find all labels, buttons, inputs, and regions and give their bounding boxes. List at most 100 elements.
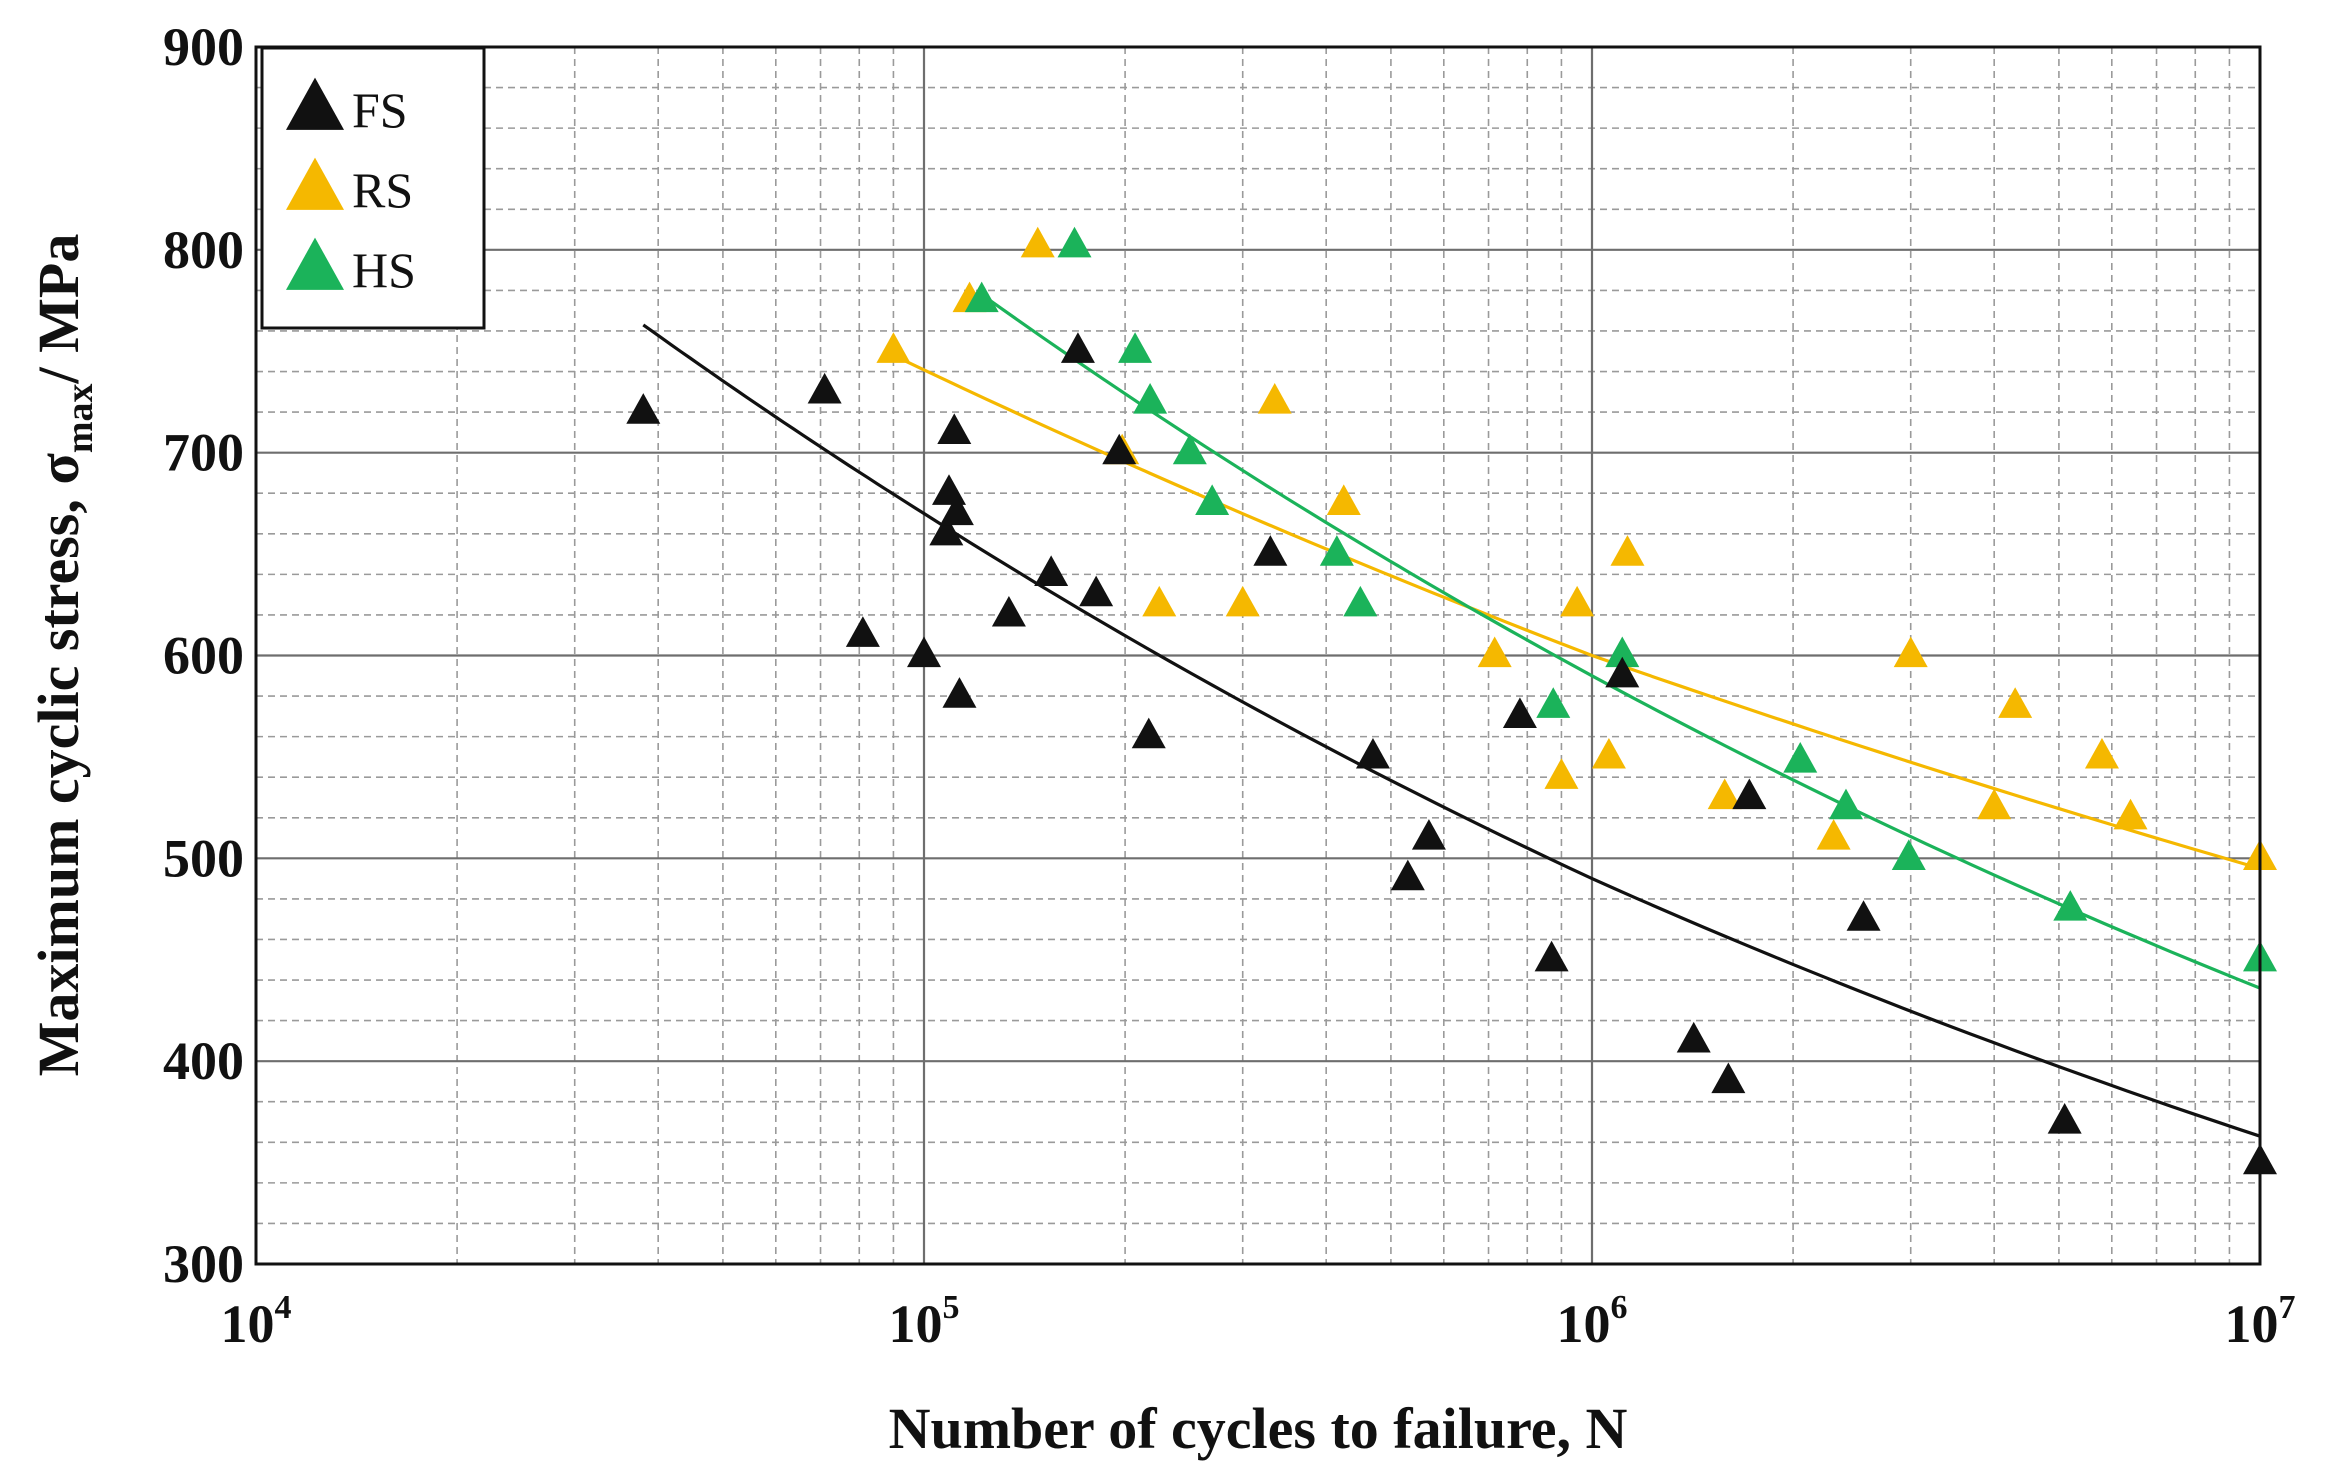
data-point-rs — [1591, 737, 1626, 769]
legend-label-rs: RS — [352, 162, 413, 218]
data-point-rs — [1257, 382, 1292, 414]
legend: FS RS HS — [260, 46, 486, 330]
data-point-hs — [1891, 839, 1926, 870]
data-point-fs — [907, 636, 941, 668]
x-tick-label: 106 — [1557, 1289, 1628, 1354]
data-point-fs — [939, 494, 974, 526]
data-point-hs — [1172, 433, 1207, 465]
y-tick-label: 700 — [163, 423, 244, 483]
data-point-rs — [1998, 687, 2033, 718]
data-point-hs — [2053, 890, 2088, 921]
x-tick-base: 10 — [1557, 1294, 1611, 1354]
data-point-rs — [1977, 788, 2012, 820]
y-tick-label: 500 — [163, 828, 244, 888]
legend-marker-rs — [286, 157, 344, 210]
data-point-rs — [2113, 798, 2148, 830]
y-tick-labels: 300 400 500 600 700 800 900 — [163, 17, 244, 1294]
data-point-hs — [1195, 484, 1230, 516]
y-tick-label: 800 — [163, 220, 244, 280]
legend-entries: FS RS HS — [286, 77, 416, 298]
data-point-fs — [845, 616, 880, 647]
data-point-fs — [1534, 940, 1569, 972]
data-point-fs — [2047, 1103, 2082, 1134]
x-axis-title: Number of cycles to failure, N — [889, 1396, 1628, 1461]
data-point-fs — [1732, 778, 1767, 810]
data-point-hs — [964, 281, 999, 313]
data-point-rs — [1225, 585, 1260, 617]
data-point-fs — [1079, 575, 1114, 607]
data-point-fs — [932, 474, 967, 505]
data-points — [626, 226, 2277, 1175]
x-tick-exponent: 4 — [275, 1289, 292, 1326]
data-point-rs — [1477, 636, 1512, 668]
x-tick-base: 10 — [221, 1294, 275, 1354]
data-point-fs — [1253, 535, 1288, 566]
plot-frame — [254, 45, 2262, 1266]
data-point-fs — [1676, 1021, 1711, 1053]
data-point-fs — [942, 677, 977, 708]
x-tick-exponent: 5 — [943, 1289, 960, 1326]
data-point-fs — [1502, 697, 1537, 728]
data-point-rs — [1544, 758, 1579, 789]
x-tick-base: 10 — [2225, 1294, 2279, 1354]
data-point-hs — [1319, 535, 1354, 566]
data-point-fs — [1411, 819, 1446, 850]
data-point-fs — [626, 393, 661, 424]
data-point-hs — [1605, 636, 1640, 668]
data-point-fs — [929, 514, 964, 546]
legend-label-hs: HS — [352, 242, 416, 298]
y-tick-label: 400 — [163, 1031, 244, 1091]
data-point-fs — [1060, 332, 1095, 363]
data-point-fs — [1355, 737, 1390, 769]
data-point-rs — [1893, 636, 1928, 668]
data-point-rs — [1326, 484, 1361, 516]
data-point-fs — [807, 372, 842, 404]
data-point-rs — [2084, 737, 2119, 769]
data-point-hs — [1783, 742, 1818, 773]
y-axis-title-prefix: Maximum cyclic stress, σ — [26, 453, 91, 1077]
y-tick-label: 300 — [163, 1234, 244, 1294]
x-tick-exponent: 7 — [2279, 1289, 2296, 1326]
y-axis-title-suffix: / MPa — [26, 234, 91, 385]
data-point-hs — [1828, 788, 1863, 820]
data-point-fs — [1846, 900, 1881, 931]
data-point-hs — [1118, 332, 1153, 363]
data-point-fs — [1131, 717, 1166, 749]
y-axis-title: Maximum cyclic stress, σmax/ MPa — [26, 234, 101, 1077]
data-point-fs — [937, 413, 972, 445]
data-point-fs — [1605, 656, 1640, 688]
x-tick-exponent: 6 — [1611, 1289, 1628, 1326]
x-tick-label: 107 — [2225, 1289, 2296, 1354]
data-point-rs — [876, 332, 911, 363]
x-tick-label: 104 — [221, 1289, 292, 1354]
data-point-rs — [1020, 226, 1055, 258]
y-axis-title-subscript: max — [59, 383, 101, 453]
fit-curve-fs — [642, 323, 2261, 1138]
data-point-fs — [1102, 433, 1137, 465]
x-tick-base: 10 — [889, 1294, 943, 1354]
data-point-fs — [991, 595, 1026, 627]
legend-marker-fs — [286, 77, 344, 130]
data-point-rs — [1816, 819, 1851, 850]
data-point-fs — [1390, 859, 1425, 891]
legend-marker-hs — [286, 237, 344, 290]
legend-label-fs: FS — [352, 82, 408, 138]
major-gridlines — [254, 45, 2262, 1266]
data-point-rs — [1560, 585, 1595, 617]
data-point-hs — [1133, 382, 1168, 414]
data-point-hs — [1057, 226, 1092, 258]
data-point-rs — [1610, 535, 1645, 566]
x-tick-labels: 104 105 106 107 — [221, 1289, 2296, 1354]
data-point-rs — [1707, 778, 1742, 810]
data-point-rs — [1142, 585, 1177, 617]
x-tick-label: 105 — [889, 1289, 960, 1354]
data-point-fs — [1711, 1062, 1746, 1094]
data-point-hs — [1343, 585, 1378, 617]
data-point-hs — [1536, 687, 1571, 718]
y-tick-label: 900 — [163, 17, 244, 77]
data-point-fs — [1034, 555, 1069, 586]
y-tick-label: 600 — [163, 626, 244, 686]
fit-curve-hs — [980, 293, 2261, 990]
